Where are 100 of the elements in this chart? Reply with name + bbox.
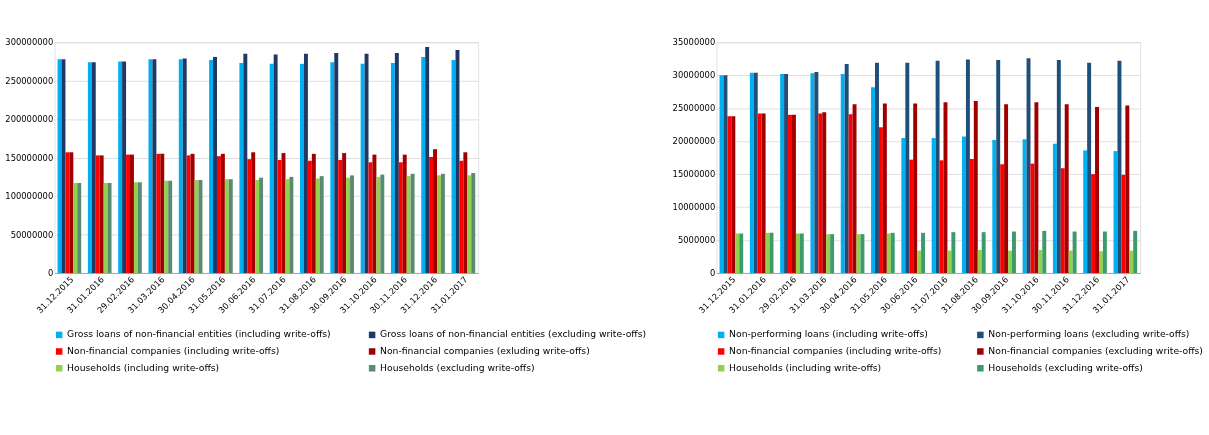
bar (1068, 250, 1073, 274)
bar (410, 173, 415, 274)
bar (216, 156, 221, 274)
legend-label: Non-financial companies (including write-offs) (729, 345, 942, 356)
bar (394, 53, 399, 274)
bar (156, 153, 161, 274)
bar (844, 64, 849, 274)
legend-label: Non-performing loans (excluding write-offs) (988, 328, 1190, 340)
bar (168, 180, 173, 274)
bar (860, 234, 865, 274)
bar (1091, 174, 1096, 274)
legend-label: Non-financial companies (exluding write-offs) (380, 345, 590, 356)
y-tick-label: 10000000 (672, 202, 716, 213)
bar (77, 183, 82, 274)
bar (118, 61, 123, 274)
bar (471, 173, 476, 274)
bar (103, 183, 108, 274)
bar (91, 62, 96, 274)
bar (402, 154, 407, 274)
bar (346, 177, 351, 274)
bar (1060, 168, 1065, 274)
bar (455, 50, 460, 274)
bar (186, 155, 191, 274)
bar (1133, 230, 1138, 274)
bar (1034, 102, 1039, 274)
legend-label: Gross loans of non-financial entities (excluding write-offs) (380, 328, 647, 340)
bar (723, 75, 728, 274)
bar (1121, 174, 1126, 274)
bar (840, 73, 845, 274)
bar (182, 58, 187, 274)
y-tick-label: 100000000 (5, 191, 54, 202)
bar (440, 173, 445, 274)
bar (761, 113, 766, 274)
bar (148, 59, 153, 274)
bar (1098, 251, 1103, 274)
bar (224, 179, 229, 274)
bar (95, 155, 100, 274)
bar (788, 114, 792, 274)
legend-label: Households (including write-offs) (729, 361, 882, 373)
bar (1004, 104, 1009, 274)
bar (164, 180, 169, 274)
bar (433, 149, 438, 274)
bar (459, 160, 464, 274)
bar (338, 159, 343, 274)
bar (190, 153, 195, 274)
bar (178, 59, 183, 274)
y-tick-label: 30000000 (672, 70, 716, 81)
y-tick-label: 300000000 (5, 37, 54, 48)
bar (875, 62, 879, 274)
y-tick-label: 0 (47, 267, 54, 278)
bar (753, 72, 758, 274)
bar (1129, 250, 1134, 274)
bar (784, 73, 789, 274)
bar (814, 71, 819, 274)
bar (1038, 249, 1043, 274)
bar (133, 182, 138, 274)
bar (255, 179, 260, 274)
legend-label: Non-financial companies (including write-offs) (67, 345, 280, 356)
bar (749, 72, 754, 274)
legend-label: Households (including write-offs) (67, 361, 220, 373)
bar (220, 153, 225, 274)
legend-label: Gross loans of non-financial entities (including write-offs) (67, 328, 331, 340)
bar (73, 183, 78, 274)
bar (886, 233, 891, 274)
bar (791, 114, 796, 274)
bar (251, 152, 256, 274)
bar (57, 59, 62, 274)
bar (1095, 106, 1099, 274)
bar (871, 87, 876, 274)
bar (406, 176, 411, 274)
bar (1042, 230, 1047, 274)
bar (1000, 164, 1005, 274)
bar (939, 160, 944, 274)
y-tick-label: 50000000 (10, 229, 54, 240)
bar (1056, 60, 1061, 274)
bar (852, 104, 857, 274)
bar (1022, 139, 1027, 274)
bar (99, 155, 104, 274)
bar (1072, 231, 1077, 274)
bar (152, 59, 157, 274)
bar (273, 54, 278, 274)
bar (334, 53, 339, 274)
bar (425, 46, 430, 274)
bar (981, 232, 986, 274)
bar (228, 179, 233, 274)
y-tick-label: 35000000 (672, 37, 716, 48)
y-tick-label: 200000000 (5, 114, 54, 125)
bar (1102, 231, 1107, 274)
bar (126, 154, 130, 274)
bar (1030, 163, 1035, 274)
bar (315, 178, 320, 274)
bar (160, 153, 165, 274)
bar (360, 63, 365, 274)
bar (350, 175, 354, 274)
bar (269, 63, 274, 274)
bar (935, 60, 940, 274)
bar (421, 56, 426, 274)
bar (247, 159, 252, 274)
bar (739, 233, 744, 274)
bar (917, 250, 922, 274)
